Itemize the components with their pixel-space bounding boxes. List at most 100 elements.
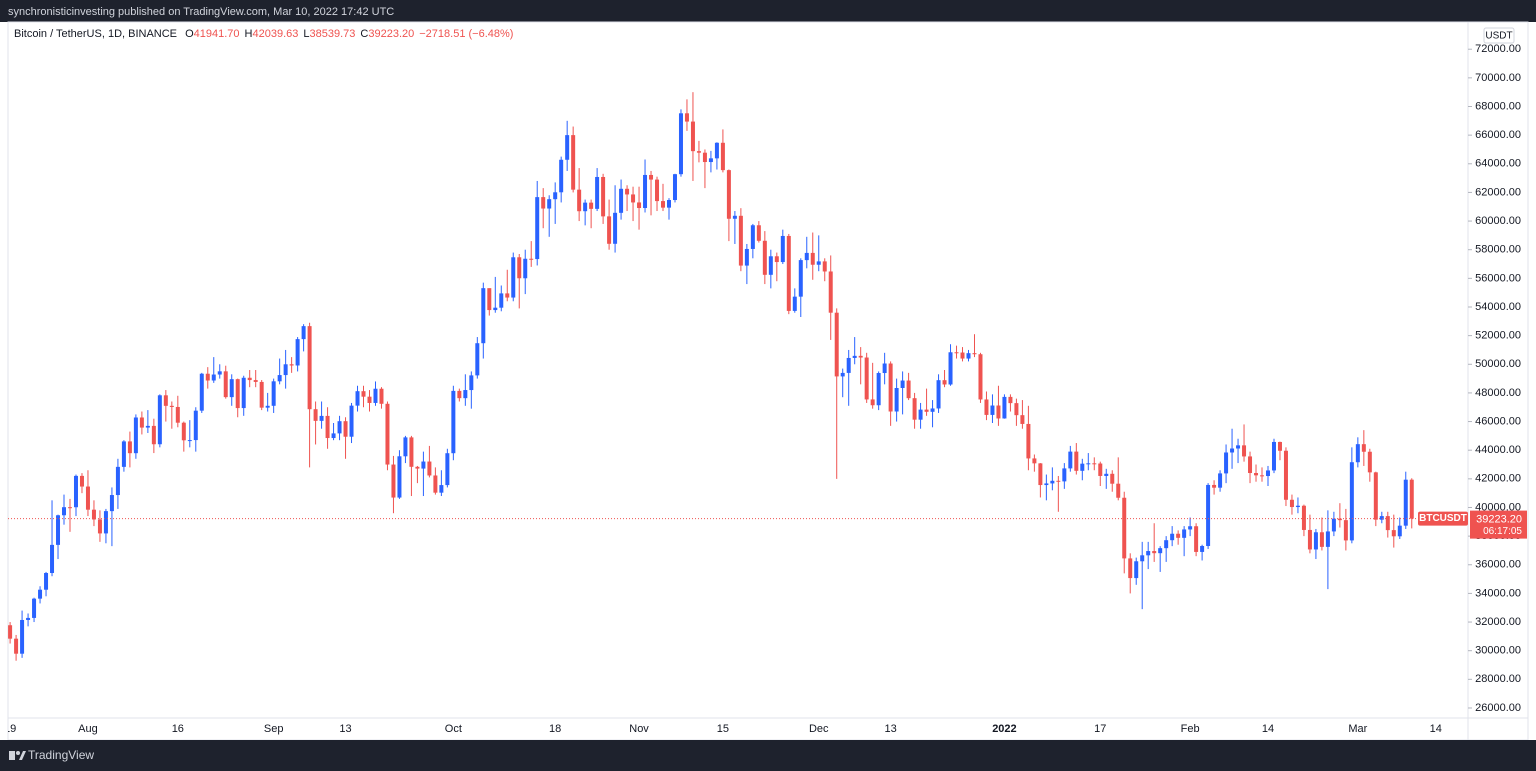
x-tick-label: Sep — [264, 723, 284, 735]
ohlc-value: 38539.73 — [309, 28, 356, 40]
countdown-label: 06:17:05 — [1483, 526, 1522, 537]
candle-body — [397, 456, 402, 498]
x-tick-label: Oct — [445, 723, 462, 735]
candle-body — [1044, 483, 1049, 486]
y-tick-label: 30000.00 — [1475, 645, 1521, 657]
candle-body — [996, 405, 1001, 419]
candle-body — [1062, 468, 1067, 482]
y-tick-label: 34000.00 — [1475, 587, 1521, 599]
candle-body — [8, 625, 13, 639]
ohlc-key: H — [244, 28, 253, 40]
candle-body — [780, 235, 785, 263]
candle-body — [720, 142, 725, 171]
ohlc-key: C — [360, 28, 369, 40]
candle-body — [1265, 470, 1270, 477]
candle-body — [1307, 529, 1312, 550]
candle-body — [1343, 520, 1348, 541]
candle-body — [475, 343, 480, 376]
x-tick-label: 14 — [1430, 723, 1442, 735]
candle-body — [1170, 533, 1175, 541]
candle-body — [978, 354, 983, 400]
candle-body — [1110, 473, 1115, 484]
candle-body — [493, 307, 498, 311]
y-tick-label: 56000.00 — [1475, 272, 1521, 284]
candle-body — [577, 189, 582, 212]
x-tick-label: 2022 — [992, 723, 1016, 735]
candle-body — [247, 377, 252, 381]
candle-body — [1385, 516, 1390, 531]
candle-body — [1188, 526, 1193, 530]
candle-body — [1325, 531, 1330, 547]
y-tick-label: 54000.00 — [1475, 301, 1521, 313]
candle-body — [1295, 505, 1300, 508]
symbol-tag — [1418, 511, 1468, 526]
price-tag — [1470, 510, 1527, 539]
candle-body — [613, 212, 618, 244]
candle-body — [50, 544, 55, 573]
candle-body — [535, 197, 540, 260]
y-tick-label: 48000.00 — [1475, 387, 1521, 399]
candle-body — [109, 495, 114, 512]
candle-body — [834, 312, 839, 377]
candle-body — [223, 371, 228, 398]
bottom-bar — [0, 740, 1536, 771]
price-tag-label: 39223.20 — [1476, 514, 1522, 526]
candle-body — [1331, 518, 1336, 532]
candle-body — [73, 475, 78, 508]
candle-body — [678, 113, 683, 175]
candle-body — [337, 421, 342, 434]
candle-body — [205, 373, 210, 381]
x-tick-label: Feb — [1181, 723, 1200, 735]
candle-body — [846, 357, 851, 373]
candle-body — [822, 261, 827, 272]
candle-body — [601, 176, 606, 217]
candle-body — [457, 390, 462, 399]
x-tick-label: 13 — [885, 723, 897, 735]
candle-body — [750, 225, 755, 249]
candle-body — [1032, 458, 1037, 464]
y-tick-label: 66000.00 — [1475, 129, 1521, 141]
change-value: −2718.51 (−6.48%) — [419, 28, 514, 40]
candle-body — [1122, 497, 1127, 559]
candle-body — [708, 158, 713, 163]
candle-body — [133, 417, 138, 454]
candle-body — [433, 475, 438, 493]
candle-body — [56, 515, 61, 545]
candle-body — [487, 288, 492, 311]
candle-body — [301, 326, 306, 340]
candle-body — [91, 509, 96, 520]
candle-body — [62, 507, 67, 516]
candle-body — [876, 373, 881, 406]
candle-body — [121, 441, 126, 467]
currency-box[interactable] — [1483, 27, 1515, 44]
brand-name: TradingView — [28, 748, 94, 762]
candle-body — [265, 405, 270, 408]
candle-body — [1056, 480, 1061, 482]
candle-body — [20, 619, 25, 654]
candle-body — [1242, 445, 1247, 457]
candle-body — [553, 192, 558, 200]
candle-body — [559, 159, 564, 193]
currency-label[interactable]: USDT — [1485, 31, 1512, 42]
candle-body — [966, 353, 971, 359]
candle-body — [1074, 451, 1079, 471]
candle-body — [307, 326, 312, 410]
candle-body — [151, 425, 156, 445]
candle-body — [403, 437, 408, 457]
plot-area — [8, 92, 1468, 661]
candle-body — [864, 357, 869, 400]
candle-body — [1026, 423, 1031, 459]
candle-body — [912, 398, 917, 420]
candle-body — [1236, 445, 1241, 449]
candle-body — [409, 437, 414, 467]
candle-body — [439, 485, 444, 493]
candle-body — [169, 405, 174, 407]
candle-body — [331, 433, 336, 439]
candle-body — [1301, 505, 1306, 530]
candle-body — [810, 252, 815, 265]
candle-body — [1086, 463, 1091, 465]
candle-body — [649, 174, 654, 180]
candle-body — [385, 403, 390, 465]
candle-body — [990, 405, 995, 415]
